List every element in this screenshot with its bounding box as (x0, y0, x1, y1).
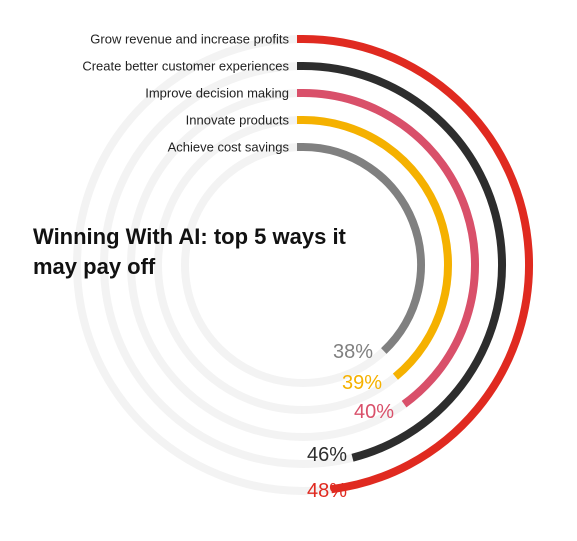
value-label-innovate-products: 39% (342, 372, 382, 394)
data-arcs (297, 35, 533, 494)
value-label-grow-revenue-and-increase-profits: 48% (307, 480, 347, 502)
arc-grow-revenue-and-increase-profits (302, 35, 533, 494)
arc-innovate-products (302, 116, 452, 380)
arc-improve-decision-making (302, 89, 479, 408)
category-label-create-better-customer-experiences: Create better customer experiences (82, 59, 289, 74)
category-label-innovate-products: Innovate products (186, 113, 290, 128)
arc-create-better-customer-experiences (302, 62, 506, 462)
category-label-grow-revenue-and-increase-profits: Grow revenue and increase profits (90, 32, 289, 47)
value-label-improve-decision-making: 40% (354, 401, 394, 423)
value-labels: 48% 46% 40% 39% 38% (307, 341, 394, 502)
value-label-achieve-cost-savings: 38% (333, 341, 373, 363)
value-label-create-better-customer-experiences: 46% (307, 444, 347, 466)
arc-achieve-cost-savings (302, 143, 426, 354)
category-label-achieve-cost-savings: Achieve cost savings (168, 140, 290, 155)
chart-title: Winning With AI: top 5 ways it may pay o… (33, 224, 346, 279)
category-label-improve-decision-making: Improve decision making (145, 86, 289, 101)
category-labels: Grow revenue and increase profits Create … (82, 32, 289, 155)
